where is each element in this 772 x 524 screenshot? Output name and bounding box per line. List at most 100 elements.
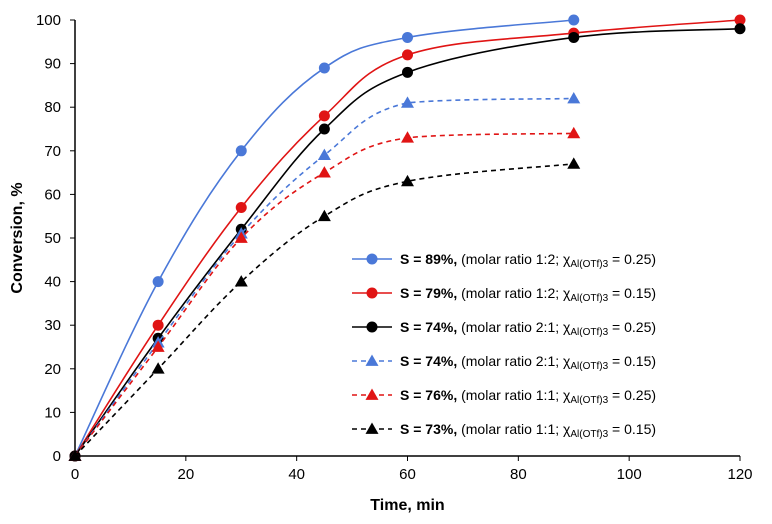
legend-item: S = 79%, (molar ratio 1:2; χAl(OTf)3 = 0… — [352, 285, 656, 304]
series-layer — [68, 14, 746, 462]
data-point — [568, 14, 580, 26]
legend-item: S = 74%, (molar ratio 2:1; χAl(OTf)3 = 0… — [352, 353, 656, 372]
data-point — [567, 91, 581, 104]
data-point — [402, 49, 413, 61]
y-tick-label: 100 — [36, 12, 61, 29]
x-tick-label: 120 — [727, 466, 752, 483]
data-point — [234, 275, 248, 287]
y-tick-label: 50 — [44, 230, 61, 247]
legend-label-main: (molar ratio 1:2; χ — [457, 285, 571, 301]
x-axis-ticks: 0 20 40 60 80 100 120 — [71, 456, 753, 483]
legend-item: S = 76%, (molar ratio 1:1; χAl(OTf)3 = 0… — [352, 387, 656, 406]
data-point — [401, 96, 414, 108]
y-tick-label: 30 — [44, 317, 61, 334]
legend-label-subscript: Al(OTf)3 — [570, 293, 608, 304]
y-tick-label: 40 — [44, 274, 61, 291]
series-5 — [68, 126, 581, 461]
legend-label: S = 74%, (molar ratio 2:1; χAl(OTf)3 = 0… — [400, 319, 656, 338]
y-tick-label: 80 — [44, 99, 61, 116]
x-tick-label: 0 — [71, 466, 79, 483]
data-point — [318, 62, 330, 74]
data-point — [401, 131, 414, 143]
series-line — [74, 97, 574, 457]
data-point — [151, 362, 165, 374]
legend-label-tail: = 0.25) — [608, 251, 656, 267]
legend-marker — [366, 287, 378, 299]
y-tick-label: 0 — [53, 448, 61, 465]
x-tick-label: 100 — [617, 466, 642, 483]
legend-marker — [366, 321, 378, 333]
data-point — [152, 276, 164, 288]
legend-label-tail: = 0.15) — [608, 421, 656, 437]
series-line — [74, 132, 574, 457]
legend-label: S = 73%, (molar ratio 1:1; χAl(OTf)3 = 0… — [400, 421, 656, 440]
data-point — [318, 110, 330, 122]
data-point — [567, 157, 581, 169]
legend-label-subscript: Al(OTf)3 — [570, 361, 608, 372]
legend-label-bold: S = 74%, — [400, 319, 457, 335]
data-point — [401, 174, 414, 187]
series-4 — [68, 91, 581, 461]
legend-label-tail: = 0.15) — [608, 285, 656, 301]
series-6 — [68, 157, 581, 461]
y-tick-label: 70 — [44, 143, 61, 160]
x-axis-title: Time, min — [370, 497, 444, 514]
series-line — [74, 163, 574, 457]
legend-item: S = 74%, (molar ratio 2:1; χAl(OTf)3 = 0… — [352, 319, 656, 338]
legend-marker — [366, 253, 378, 265]
y-tick-label: 20 — [44, 361, 61, 378]
data-point — [567, 126, 581, 139]
data-point — [402, 66, 413, 78]
data-point — [152, 319, 164, 331]
legend-marker — [365, 422, 379, 434]
legend-label-bold: S = 73%, — [400, 421, 457, 437]
data-point — [317, 166, 331, 178]
legend-label-main: (molar ratio 1:2; χ — [457, 251, 571, 267]
series-line — [74, 19, 574, 457]
legend-label-subscript: Al(OTf)3 — [570, 429, 608, 440]
data-point — [235, 201, 247, 213]
legend-label-bold: S = 74%, — [400, 353, 457, 369]
legend-label-tail: = 0.25) — [608, 387, 656, 403]
legend-label-main: (molar ratio 1:1; χ — [457, 421, 571, 437]
data-point — [318, 123, 330, 135]
legend: S = 89%, (molar ratio 1:2; χAl(OTf)3 = 0… — [352, 251, 656, 440]
data-point — [734, 14, 746, 26]
data-point — [402, 31, 413, 43]
legend-label-main: (molar ratio 1:1; χ — [457, 387, 571, 403]
legend-label-tail: = 0.15) — [608, 353, 656, 369]
data-point — [317, 209, 331, 222]
data-point — [151, 340, 165, 352]
legend-label-subscript: Al(OTf)3 — [570, 327, 608, 338]
y-axis-ticks: 0 10 20 30 40 50 60 70 80 90 100 — [36, 12, 75, 465]
legend-label-subscript: Al(OTf)3 — [570, 395, 608, 406]
data-point — [317, 148, 331, 161]
data-point — [234, 231, 248, 243]
y-tick-label: 90 — [44, 56, 61, 73]
legend-label-main: (molar ratio 2:1; χ — [457, 319, 571, 335]
legend-item: S = 73%, (molar ratio 1:1; χAl(OTf)3 = 0… — [352, 421, 656, 440]
legend-label: S = 76%, (molar ratio 1:1; χAl(OTf)3 = 0… — [400, 387, 656, 406]
legend-label-bold: S = 79%, — [400, 285, 457, 301]
y-tick-label: 60 — [44, 186, 61, 203]
y-axis-title: Conversion, % — [9, 182, 26, 293]
legend-marker — [365, 354, 379, 366]
y-tick-label: 10 — [44, 404, 61, 421]
legend-item: S = 89%, (molar ratio 1:2; χAl(OTf)3 = 0… — [352, 251, 656, 270]
legend-label-bold: S = 89%, — [400, 251, 457, 267]
legend-label-main: (molar ratio 2:1; χ — [457, 353, 571, 369]
legend-label-bold: S = 76%, — [400, 387, 457, 403]
x-tick-label: 80 — [510, 466, 527, 483]
legend-marker — [365, 388, 379, 400]
legend-label: S = 89%, (molar ratio 1:2; χAl(OTf)3 = 0… — [400, 251, 656, 270]
x-tick-label: 60 — [399, 466, 416, 483]
legend-label: S = 79%, (molar ratio 1:2; χAl(OTf)3 = 0… — [400, 285, 656, 304]
x-tick-label: 40 — [288, 466, 305, 483]
legend-label-tail: = 0.25) — [608, 319, 656, 335]
x-tick-label: 20 — [177, 466, 194, 483]
legend-label-subscript: Al(OTf)3 — [570, 259, 608, 270]
legend-label: S = 74%, (molar ratio 2:1; χAl(OTf)3 = 0… — [400, 353, 656, 372]
data-point — [235, 145, 247, 157]
data-point — [734, 23, 746, 35]
